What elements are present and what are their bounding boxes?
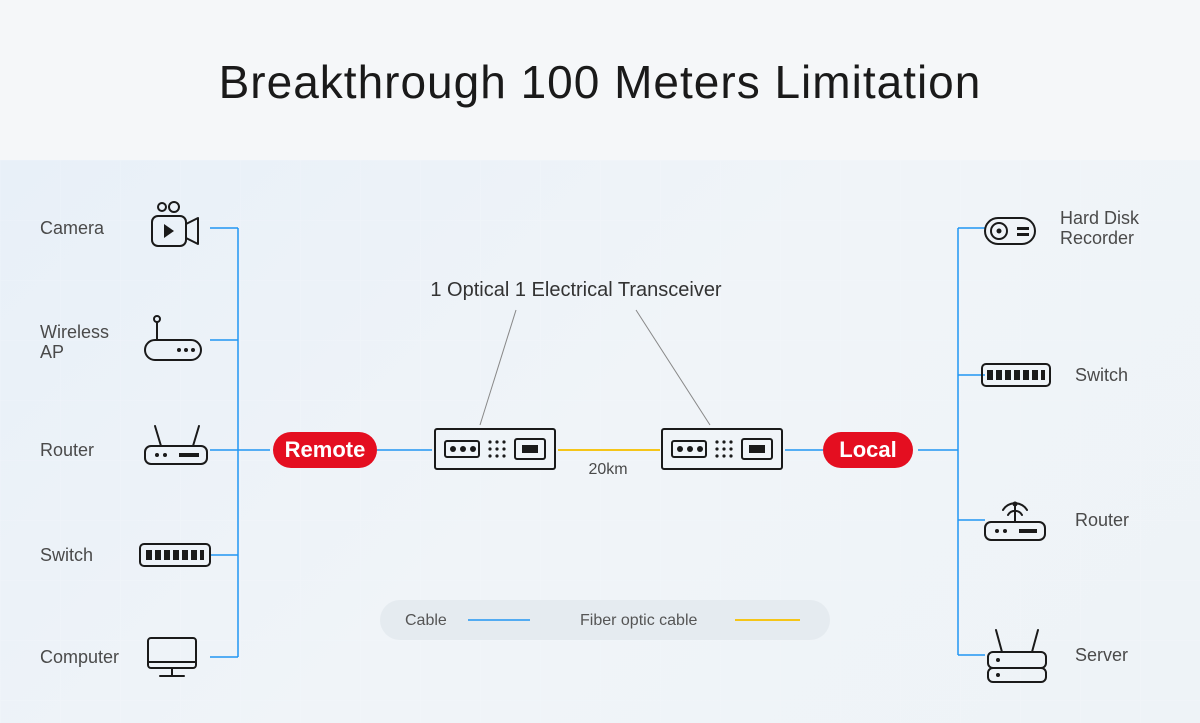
local-pill: Local xyxy=(823,432,913,468)
network-diagram: Remote Local 20km xyxy=(0,160,1200,723)
computer-label: Computer xyxy=(40,647,119,667)
legend: Cable Fiber optic cable xyxy=(380,600,830,640)
wireless-ap-icon xyxy=(145,316,201,360)
switch-right-icon xyxy=(982,364,1050,386)
diagram-area: Remote Local 20km xyxy=(0,160,1200,723)
server-icon xyxy=(988,630,1046,682)
router-right-label: Router xyxy=(1075,510,1129,530)
router-icon xyxy=(145,426,207,464)
switch-icon xyxy=(140,544,210,566)
wireless-ap-label-1: Wireless xyxy=(40,322,109,342)
router-label: Router xyxy=(40,440,94,460)
remote-pill-label: Remote xyxy=(285,437,366,462)
local-pill-label: Local xyxy=(839,437,896,462)
pointer-left xyxy=(480,310,516,425)
pointer-right xyxy=(636,310,710,425)
switch-right-label: Switch xyxy=(1075,365,1128,385)
transceiver-label: 1 Optical 1 Electrical Transceiver xyxy=(430,279,722,301)
header: Breakthrough 100 Meters Limitation xyxy=(0,0,1200,149)
router-right-icon xyxy=(985,502,1045,541)
transceiver-right-icon xyxy=(662,429,782,469)
hdr-label-2: Recorder xyxy=(1060,228,1134,248)
wireless-ap-label-2: AP xyxy=(40,342,64,362)
server-label: Server xyxy=(1075,645,1128,665)
page-title: Breakthrough 100 Meters Limitation xyxy=(0,55,1200,109)
legend-cable-label: Cable xyxy=(405,612,447,629)
distance-label: 20km xyxy=(588,461,627,478)
legend-fiber-label: Fiber optic cable xyxy=(580,612,697,629)
transceiver-left-icon xyxy=(435,429,555,469)
remote-pill: Remote xyxy=(273,432,377,468)
computer-icon xyxy=(148,638,196,676)
camera-label: Camera xyxy=(40,218,105,238)
hdr-label-1: Hard Disk xyxy=(1060,208,1140,228)
switch-label: Switch xyxy=(40,545,93,565)
camera-icon xyxy=(152,202,198,246)
hdd-recorder-icon xyxy=(985,218,1035,244)
